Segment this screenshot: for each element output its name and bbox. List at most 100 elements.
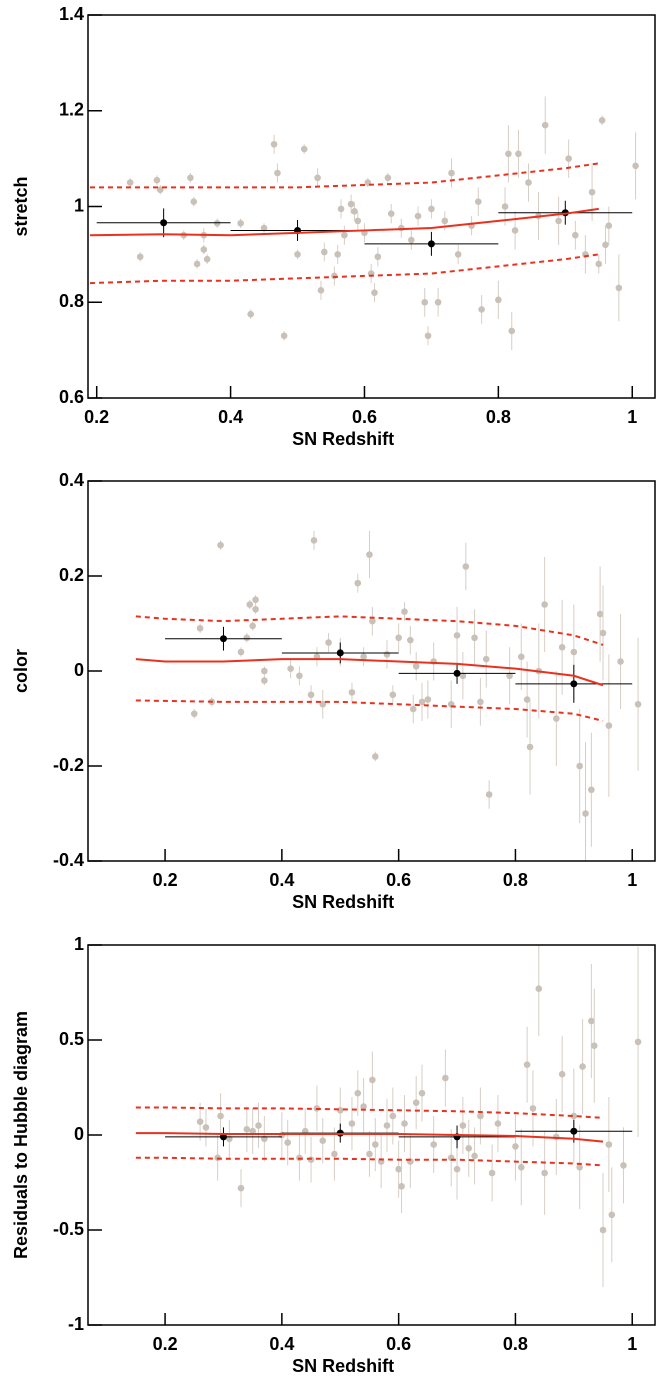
data-point (634, 1038, 642, 1046)
y-tick-label: 0.5 (59, 1029, 84, 1049)
model-line (135, 1132, 604, 1143)
data-point (615, 284, 623, 292)
plot-area (135, 530, 642, 861)
x-tick-label: 1 (627, 870, 637, 890)
data-point (582, 810, 589, 817)
data-point (193, 260, 201, 268)
data-point (421, 298, 429, 306)
band-line (135, 699, 604, 722)
data-point (535, 985, 543, 992)
data-point (541, 601, 548, 608)
data-point (588, 786, 595, 794)
data-point (482, 655, 490, 663)
data-point (252, 596, 259, 604)
data-point (474, 198, 482, 206)
data-point (296, 672, 303, 680)
data-point (284, 1139, 292, 1146)
x-tick-label: 0.6 (352, 407, 377, 427)
binned-point (427, 240, 435, 248)
y-tick-label: -1 (68, 1314, 84, 1334)
data-point (319, 700, 327, 708)
x-tick-label: 0.2 (153, 1334, 178, 1354)
data-point (588, 188, 596, 196)
x-tick-label: 0.6 (386, 870, 411, 890)
binned-point (453, 669, 461, 677)
data-point (314, 174, 321, 182)
data-point (414, 212, 422, 220)
data-point (459, 1122, 467, 1129)
x-tick-label: 0.4 (269, 1334, 294, 1354)
x-tick-label: 0.4 (269, 870, 294, 890)
data-point (252, 605, 259, 613)
x-axis-label: SN Redshift (292, 429, 394, 449)
y-tick-label: 0.8 (59, 291, 84, 311)
data-point (389, 1112, 397, 1120)
data-point (471, 634, 478, 642)
data-point (274, 169, 281, 177)
data-point (558, 1070, 566, 1078)
y-tick-label: 1 (74, 934, 84, 954)
data-point (495, 296, 502, 304)
data-point (337, 205, 345, 213)
data-point (354, 217, 362, 225)
data-point (334, 251, 341, 258)
y-axis-label: stretch (11, 176, 31, 236)
data-point (383, 651, 391, 658)
data-point (243, 1126, 251, 1133)
data-point (512, 1143, 519, 1150)
data-point (401, 608, 408, 615)
y-tick-label: 0 (74, 660, 84, 680)
data-point (260, 224, 268, 232)
panel: 0.2 0.4 0.6 0.8 1 -1 -0.5 0 0.5 1 SN Redshift Resid… (11, 934, 656, 1376)
data-point (360, 1103, 367, 1110)
model-line (135, 658, 604, 687)
data-point (156, 186, 164, 194)
data-point (478, 306, 485, 313)
binned-point (336, 649, 344, 657)
data-point (371, 289, 378, 296)
data-point (634, 700, 642, 708)
y-tick-label: 0 (74, 1124, 84, 1144)
plot-area (135, 945, 642, 1287)
data-point (369, 617, 376, 625)
data-point (217, 1112, 224, 1120)
data-point (599, 629, 607, 637)
band-line (135, 1106, 604, 1119)
data-point (541, 1169, 548, 1177)
data-point (588, 1017, 595, 1025)
data-point (541, 121, 549, 129)
data-point (287, 665, 294, 672)
data-point (462, 563, 470, 570)
data-point (300, 145, 308, 153)
x-axis-label: SN Redshift (292, 1356, 394, 1376)
data-point (430, 1141, 437, 1148)
data-point (570, 648, 578, 656)
data-point (202, 1124, 210, 1131)
data-point (523, 696, 531, 703)
data-point (354, 579, 362, 587)
data-point (347, 200, 355, 208)
data-point (428, 205, 435, 213)
data-point (374, 253, 382, 261)
data-point (187, 174, 194, 182)
data-point (558, 643, 566, 651)
panel: 0.2 0.4 0.6 0.8 1-0.4-0.200.20.4SN Redshiftc… (11, 470, 656, 912)
band-line (89, 253, 599, 285)
plot-area (89, 96, 639, 351)
x-tick-label: 0.2 (84, 407, 109, 427)
data-point (310, 537, 318, 544)
model-line (89, 207, 599, 237)
data-point (387, 210, 395, 217)
data-point (237, 648, 245, 656)
data-point (471, 1152, 478, 1160)
data-point (605, 222, 613, 229)
data-point (196, 1118, 204, 1125)
y-tick-label: 0.4 (59, 470, 84, 490)
y-tick-label: 1.2 (59, 100, 84, 120)
data-point (407, 636, 414, 644)
data-point (190, 710, 198, 718)
data-point (434, 298, 442, 306)
x-tick-label: 0.8 (503, 870, 528, 890)
